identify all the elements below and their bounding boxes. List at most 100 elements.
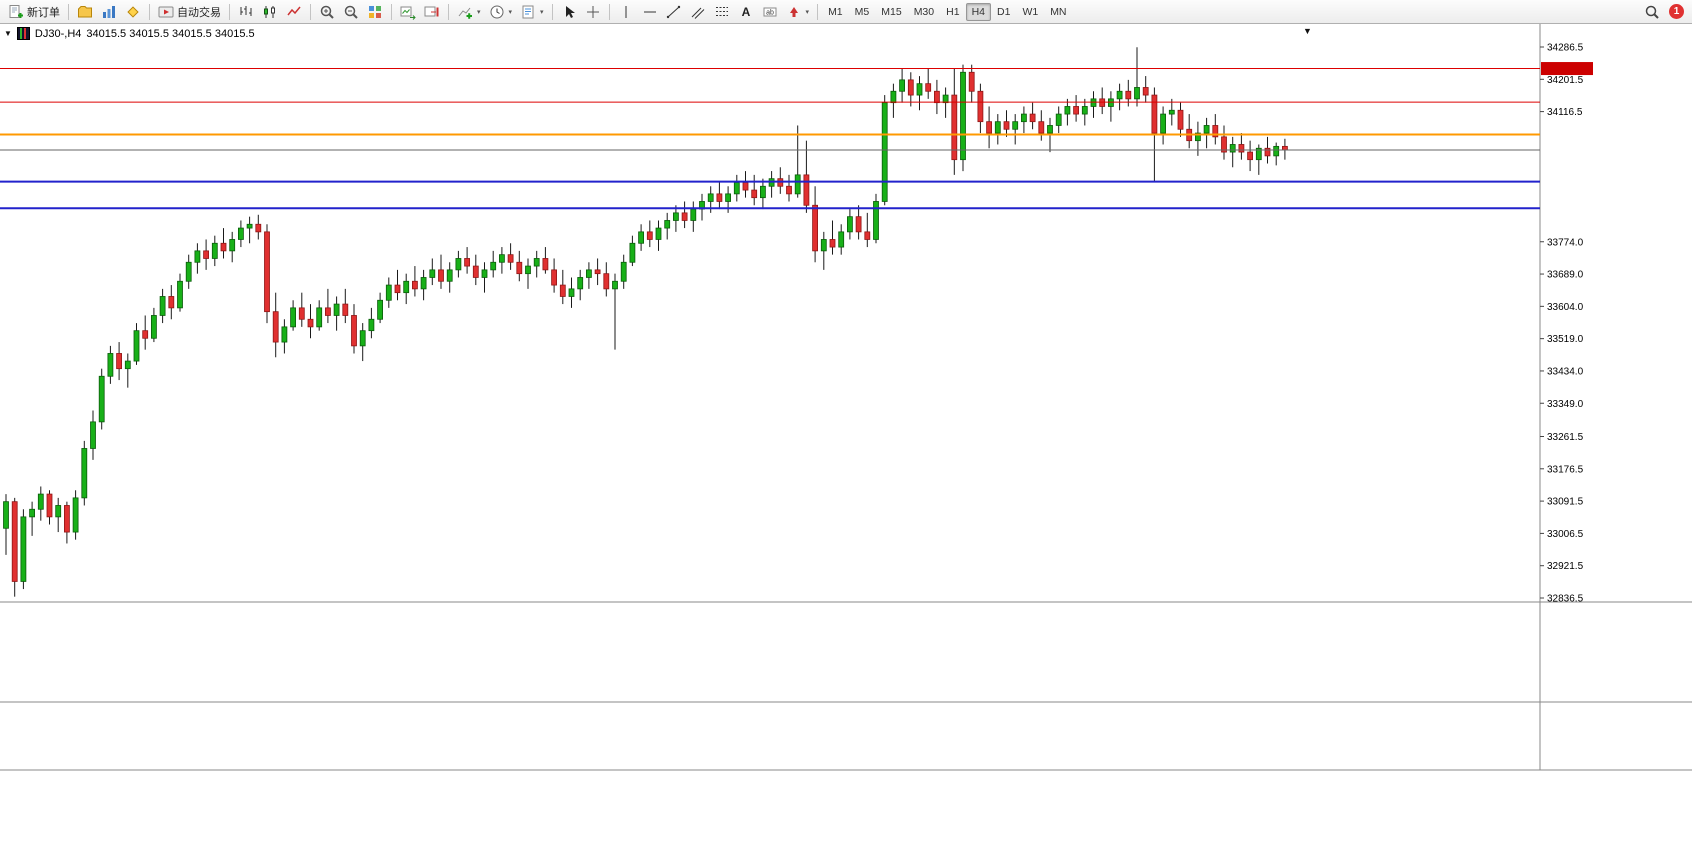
bearish-candle	[646, 231, 653, 240]
svg-text:34116.5: 34116.5	[1547, 107, 1583, 118]
price-tag	[1541, 62, 1593, 76]
bullish-candle	[3, 501, 9, 529]
svg-text:33006.5: 33006.5	[1547, 529, 1584, 540]
bullish-candle	[1081, 106, 1088, 115]
bearish-candle	[864, 231, 871, 240]
cursor-icon	[561, 4, 577, 20]
zoom-out-button[interactable]	[339, 2, 363, 22]
auto-scroll-button[interactable]	[396, 2, 420, 22]
bullish-candle	[664, 220, 671, 229]
autotrading-button[interactable]: 自动交易	[154, 2, 225, 22]
dropdown-arrow-icon: ▾	[805, 8, 810, 16]
trendline-button[interactable]	[662, 2, 686, 22]
bullish-candle	[55, 505, 62, 518]
metaeditor-button[interactable]	[121, 2, 145, 22]
svg-text:32836.5: 32836.5	[1547, 594, 1584, 605]
bearish-candle	[934, 90, 940, 104]
cursor-button[interactable]	[557, 2, 581, 22]
bearish-candle	[46, 493, 53, 518]
bullish-candle	[733, 182, 740, 195]
bullish-candle	[481, 269, 488, 278]
timeframe-w1-button[interactable]: W1	[1016, 3, 1044, 21]
zoom-in-button[interactable]	[315, 2, 339, 22]
bearish-candle	[472, 265, 479, 278]
timeframe-d1-button[interactable]: D1	[991, 3, 1016, 21]
bearish-candle	[142, 330, 149, 339]
candlestick-chart-button[interactable]	[258, 2, 282, 22]
chart-canvas[interactable]: 34286.5 34201.5 34116.5 33774.0 33689.0 33604…	[0, 24, 1692, 850]
bullish-candle	[498, 254, 505, 263]
indicators-button[interactable]: ▾	[453, 2, 485, 22]
bearish-candle	[542, 258, 549, 271]
timeframe-mn-button[interactable]: MN	[1044, 3, 1072, 21]
bullish-candle	[72, 497, 79, 533]
label-button[interactable]: ab	[758, 2, 782, 22]
new-order-button[interactable]: 新订单	[4, 2, 64, 22]
profiles-button[interactable]	[73, 2, 97, 22]
bullish-candle	[150, 315, 157, 339]
chart-shift-button[interactable]	[420, 2, 444, 22]
bearish-candle	[1247, 151, 1253, 161]
line-chart-button[interactable]	[282, 2, 306, 22]
tile-windows-button[interactable]	[363, 2, 387, 22]
bullish-candle	[1055, 113, 1062, 126]
periods-icon	[489, 4, 505, 20]
timeframe-m30-button[interactable]: M30	[908, 3, 940, 21]
timeframe-h4-button[interactable]: H4	[965, 2, 991, 21]
dropdown-arrow-icon: ▾	[540, 8, 544, 16]
timeframe-h1-button[interactable]: H1	[940, 3, 965, 21]
zoom-out-icon	[343, 4, 359, 20]
crosshair-icon	[585, 4, 601, 20]
bearish-candle	[394, 284, 401, 294]
bearish-candle	[255, 223, 262, 233]
bearish-candle	[968, 71, 975, 92]
zoom-in-icon	[319, 4, 335, 20]
notifications-badge[interactable]: 1	[1669, 4, 1684, 19]
bullish-candle	[1273, 145, 1280, 157]
bullish-candle	[533, 258, 540, 267]
bearish-candle	[298, 307, 305, 320]
timeframe-m1-button[interactable]: M1	[822, 3, 849, 21]
bearish-candle	[751, 189, 758, 199]
text-button[interactable]: A	[734, 2, 758, 22]
vertical-line-button[interactable]	[614, 2, 638, 22]
bearish-candle	[351, 315, 357, 347]
label-icon: ab	[762, 4, 778, 20]
chart-window[interactable]: ▼ DJ30-,H4 34015.5 34015.5 34015.5 34015…	[0, 24, 1692, 850]
toolbar-separator	[310, 3, 311, 20]
chart-collapse-arrow-icon[interactable]: ▼	[4, 29, 12, 38]
search-button[interactable]	[1640, 2, 1664, 22]
bullish-candle	[794, 174, 801, 195]
bullish-candle	[81, 448, 88, 499]
bullish-candle	[159, 296, 166, 316]
chart-menu-arrow-icon[interactable]: ▼	[1303, 26, 1312, 36]
horizontal-line-button[interactable]	[638, 2, 662, 22]
auto-scroll-icon	[400, 4, 416, 20]
timeframe-m5-button[interactable]: M5	[849, 3, 876, 21]
bearish-candle	[681, 212, 688, 221]
bearish-candle	[1151, 94, 1158, 134]
bearish-candle	[603, 273, 610, 290]
metaeditor-icon	[125, 4, 141, 20]
bar-chart-button[interactable]	[234, 2, 258, 22]
arrows-button[interactable]: ▾	[782, 2, 814, 22]
fibonacci-button[interactable]	[710, 2, 734, 22]
timeframe-m15-button[interactable]: M15	[875, 3, 907, 21]
svg-text:A: A	[741, 5, 750, 19]
crosshair-button[interactable]	[581, 2, 605, 22]
bullish-candle	[629, 242, 636, 263]
market-watch-button[interactable]	[97, 2, 121, 22]
bearish-candle	[203, 250, 210, 259]
svg-text:34286.5: 34286.5	[1547, 43, 1584, 54]
bullish-candle	[760, 185, 766, 199]
periods-button[interactable]: ▾	[485, 2, 517, 22]
price-axis[interactable]: 34286.5 34201.5 34116.5 33774.0 33689.0 33604…	[1540, 43, 1584, 605]
bullish-candle	[525, 265, 531, 275]
bullish-candle	[246, 223, 253, 229]
equidistant-channel-button[interactable]	[686, 2, 710, 22]
bearish-candle	[1221, 136, 1227, 153]
templates-button[interactable]: ▾	[516, 2, 548, 22]
new-order-icon	[8, 4, 24, 20]
toolbar-separator	[817, 3, 819, 20]
